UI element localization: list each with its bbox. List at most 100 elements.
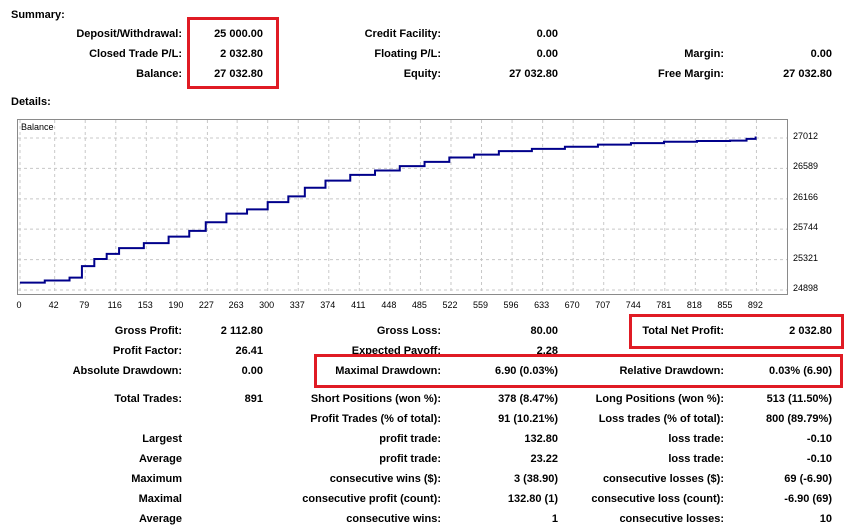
y-tick-label: 26589 xyxy=(793,161,819,172)
maximum-label: Maximum xyxy=(131,473,182,485)
x-tick-label: 153 xyxy=(137,300,153,310)
profit-trades-label: Profit Trades (% of total): xyxy=(310,413,441,425)
max-drawdown-value: 6.90 (0.03%) xyxy=(495,365,558,377)
chart-title: Balance xyxy=(21,122,54,132)
profit-trades-value: 91 (10.21%) xyxy=(498,413,558,425)
avg-loss-value: -0.10 xyxy=(806,453,832,465)
max-cons-profit-value: 132.80 (1) xyxy=(507,493,558,505)
short-positions-label: Short Positions (won %): xyxy=(310,393,441,405)
expected-payoff-label: Expected Payoff: xyxy=(351,345,441,357)
avg-profit-value: 23.22 xyxy=(530,453,558,465)
x-tick-label: 781 xyxy=(656,300,672,310)
balance-chart-plot xyxy=(18,120,787,294)
credit-value: 0.00 xyxy=(536,28,558,40)
x-tick-label: 374 xyxy=(320,300,336,310)
free-margin-label: Free Margin: xyxy=(657,68,724,80)
deposit-label: Deposit/Withdrawal: xyxy=(76,28,182,40)
equity-value: 27 032.80 xyxy=(509,68,558,80)
summary-heading: Summary: xyxy=(11,9,65,21)
max-cons-losses-value: 69 (-6.90) xyxy=(784,473,832,485)
max-cons-losses-label: consecutive losses ($): xyxy=(602,473,724,485)
long-positions-value: 513 (11.50%) xyxy=(766,393,832,405)
rel-drawdown-value: 0.03% (6.90) xyxy=(769,365,832,377)
max-cons-wins-label: consecutive wins ($): xyxy=(329,473,441,485)
x-tick-label: 670 xyxy=(564,300,580,310)
loss-trades-label: Loss trades (% of total): xyxy=(598,413,724,425)
y-tick-label: 25321 xyxy=(793,252,819,263)
rel-drawdown-label: Relative Drawdown: xyxy=(619,365,724,377)
avg-cons-losses-label: consecutive losses: xyxy=(619,513,724,525)
gross-loss-label: Gross Loss: xyxy=(376,325,441,337)
max-cons-profit-label: consecutive profit (count): xyxy=(302,493,441,505)
gross-profit-value: 2 112.80 xyxy=(220,325,263,337)
x-tick-label: 707 xyxy=(595,300,611,310)
balance-chart: Balance xyxy=(17,119,788,295)
average2-label: Average xyxy=(138,513,182,525)
x-tick-label: 116 xyxy=(107,300,122,310)
x-tick-label: 227 xyxy=(198,300,214,310)
x-tick-label: 190 xyxy=(168,300,184,310)
avg-cons-wins-value: 1 xyxy=(551,513,558,525)
profit-factor-value: 26.41 xyxy=(235,345,263,357)
floating-value: 0.00 xyxy=(536,48,558,60)
avg-profit-label: profit trade: xyxy=(379,453,441,465)
total-trades-label: Total Trades: xyxy=(114,393,182,405)
max-cons-loss-value: -6.90 (69) xyxy=(784,493,832,505)
gross-profit-label: Gross Profit: xyxy=(114,325,182,337)
x-tick-label: 892 xyxy=(747,300,763,310)
x-tick-label: 596 xyxy=(503,300,519,310)
largest-loss-label: loss trade: xyxy=(668,433,724,445)
equity-label: Equity: xyxy=(403,68,441,80)
abs-drawdown-label: Absolute Drawdown: xyxy=(72,365,182,377)
y-tick-label: 26166 xyxy=(793,191,819,202)
credit-label: Credit Facility: xyxy=(364,28,441,40)
x-tick-label: 633 xyxy=(534,300,550,310)
max-cons-wins-value: 3 (38.90) xyxy=(513,473,558,485)
profit-factor-label: Profit Factor: xyxy=(112,345,182,357)
x-tick-label: 485 xyxy=(411,300,427,310)
closed-pl-label: Closed Trade P/L: xyxy=(89,48,182,60)
margin-label: Margin: xyxy=(684,48,724,60)
x-tick-label: 855 xyxy=(717,300,733,310)
x-tick-label: 337 xyxy=(289,300,305,310)
free-margin-value: 27 032.80 xyxy=(783,68,832,80)
largest-label: Largest xyxy=(142,433,182,445)
x-tick-label: 263 xyxy=(228,300,244,310)
gross-loss-value: 80.00 xyxy=(530,325,558,337)
y-tick-label: 24898 xyxy=(793,283,819,293)
x-tick-label: 79 xyxy=(79,300,90,310)
avg-cons-losses-value: 10 xyxy=(819,513,832,525)
x-tick-label: 559 xyxy=(473,300,489,310)
long-positions-label: Long Positions (won %): xyxy=(595,393,724,405)
x-tick-label: 818 xyxy=(686,300,702,310)
x-tick-label: 744 xyxy=(625,300,641,310)
max-cons-loss-label: consecutive loss (count): xyxy=(591,493,724,505)
closed-pl-value: 2 032.80 xyxy=(220,48,263,60)
largest-loss-value: -0.10 xyxy=(806,433,832,445)
deposit-value: 25 000.00 xyxy=(214,28,263,40)
expected-payoff-value: 2.28 xyxy=(536,345,558,357)
balance-label: Balance: xyxy=(136,68,182,80)
x-tick-label: 42 xyxy=(48,300,59,310)
abs-drawdown-value: 0.00 xyxy=(241,365,263,377)
maximal-label: Maximal xyxy=(138,493,182,505)
loss-trades-value: 800 (89.79%) xyxy=(765,413,832,425)
net-profit-label: Total Net Profit: xyxy=(642,325,724,337)
y-tick-label: 25744 xyxy=(793,222,819,233)
x-tick-label: 522 xyxy=(442,300,458,310)
x-tick-label: 0 xyxy=(16,300,22,310)
max-drawdown-label: Maximal Drawdown: xyxy=(331,364,441,378)
total-trades-value: 891 xyxy=(244,393,263,405)
balance-line xyxy=(20,136,757,284)
margin-value: 0.00 xyxy=(810,48,832,60)
x-tick-label: 300 xyxy=(259,300,275,310)
details-heading: Details: xyxy=(11,96,51,108)
net-profit-value: 2 032.80 xyxy=(789,325,832,337)
largest-profit-label: profit trade: xyxy=(379,433,441,445)
short-positions-value: 378 (8.47%) xyxy=(498,393,558,405)
x-tick-label: 411 xyxy=(351,300,366,310)
avg-loss-label: loss trade: xyxy=(668,453,724,465)
balance-value: 27 032.80 xyxy=(214,68,263,80)
avg-cons-wins-label: consecutive wins: xyxy=(346,513,441,525)
largest-profit-value: 132.80 xyxy=(524,433,558,445)
